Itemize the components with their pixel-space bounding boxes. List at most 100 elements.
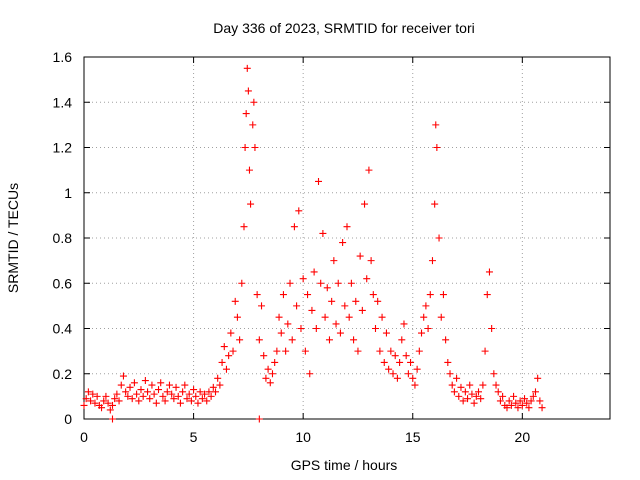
data-point [332, 320, 340, 328]
x-axis-label: GPS time / hours [291, 457, 398, 473]
data-point [503, 404, 511, 412]
data-point [155, 386, 163, 394]
data-point [470, 399, 478, 407]
x-tick-label: 5 [190, 429, 198, 445]
data-point [356, 252, 364, 260]
y-tick-label: 0.8 [53, 230, 73, 246]
data-point [84, 388, 92, 396]
y-tick-label: 1.2 [53, 140, 73, 156]
data-point [146, 395, 154, 403]
y-axis-label: SRMTID / TECUs [5, 183, 21, 293]
data-point [336, 329, 344, 337]
data-point [350, 336, 358, 344]
data-point [387, 347, 395, 355]
data-point [201, 390, 209, 398]
axis-ticks: 0 0.2 0.4 0.6 0.8 1 1.2 1.4 1.6 0 5 10 15 20 [53, 49, 610, 445]
data-point [247, 200, 255, 208]
data-point [459, 397, 467, 405]
data-point [518, 401, 526, 409]
data-point [453, 374, 461, 382]
data-point [128, 395, 136, 403]
data-point [133, 390, 141, 398]
data-point [499, 392, 507, 400]
data-point [510, 392, 518, 400]
data-point [255, 336, 263, 344]
data-point [82, 395, 90, 403]
chart-title: Day 336 of 2023, SRMTID for receiver tor… [213, 20, 474, 36]
data-point [391, 352, 399, 360]
data-point [135, 397, 143, 405]
data-point [282, 347, 290, 355]
data-point [424, 325, 432, 332]
data-point [483, 291, 491, 299]
data-point [130, 379, 138, 387]
data-point [481, 347, 489, 355]
y-tick-label: 0.4 [53, 321, 73, 337]
data-point [198, 395, 206, 403]
data-point [122, 388, 130, 396]
data-point [464, 395, 472, 403]
data-point [354, 347, 362, 355]
data-point [229, 347, 237, 355]
data-point [242, 110, 250, 118]
data-point [220, 343, 228, 351]
data-point [312, 325, 320, 332]
data-point [428, 257, 436, 265]
data-point [185, 390, 193, 398]
data-point [111, 395, 119, 403]
data-point [319, 229, 327, 237]
data-point [290, 223, 298, 231]
data-point [214, 374, 222, 382]
data-point [361, 200, 369, 208]
data-point [295, 207, 303, 215]
data-point [422, 302, 430, 310]
data-point [264, 365, 272, 373]
data-point [124, 392, 132, 400]
data-point [258, 302, 266, 310]
data-point [328, 297, 336, 305]
data-point [505, 397, 513, 405]
data-point [218, 358, 226, 366]
data-point [472, 392, 480, 400]
data-point [494, 388, 502, 396]
data-point [126, 383, 134, 391]
data-point [80, 401, 88, 409]
data-point [398, 336, 406, 344]
data-point [479, 381, 487, 389]
data-point [275, 313, 283, 321]
data-point [240, 223, 248, 231]
data-point [168, 390, 176, 398]
data-point [89, 390, 97, 398]
data-point [212, 388, 219, 396]
data-point [273, 347, 281, 355]
data-point [106, 406, 114, 414]
y-tick-label: 1.6 [53, 49, 73, 65]
data-point [115, 397, 123, 405]
data-point [194, 399, 202, 407]
data-point [196, 388, 204, 396]
data-point [330, 257, 338, 265]
data-point [249, 121, 257, 129]
data-point [345, 313, 353, 321]
data-point [227, 329, 235, 337]
data-point [225, 352, 233, 360]
data-point [231, 297, 239, 305]
data-point [325, 336, 333, 344]
data-point [308, 306, 316, 314]
data-points [80, 64, 546, 423]
data-point [238, 279, 246, 287]
data-point [253, 291, 261, 299]
data-point [279, 291, 287, 299]
data-point [426, 291, 434, 299]
data-point [216, 381, 224, 389]
x-tick-label: 15 [405, 429, 421, 445]
data-point [514, 404, 522, 412]
data-point [139, 392, 147, 400]
data-point [516, 397, 524, 405]
data-point [255, 415, 263, 423]
data-point [420, 313, 428, 321]
data-point [192, 392, 200, 400]
data-point [271, 358, 279, 366]
data-point [241, 144, 249, 151]
data-point [243, 64, 251, 72]
